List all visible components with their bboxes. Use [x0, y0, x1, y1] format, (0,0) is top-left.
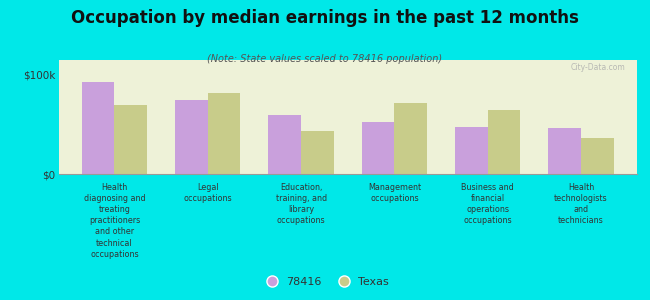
Text: Legal
occupations: Legal occupations: [183, 183, 232, 203]
Bar: [455, 128, 488, 174]
Bar: [395, 103, 427, 174]
Bar: [581, 138, 614, 174]
Text: Business and
financial
operations
occupations: Business and financial operations occupa…: [462, 183, 514, 225]
Text: City-Data.com: City-Data.com: [571, 63, 625, 72]
Bar: [268, 115, 301, 174]
Text: Education,
training, and
library
occupations: Education, training, and library occupat…: [276, 183, 327, 225]
Text: Management
occupations: Management occupations: [368, 183, 421, 203]
Bar: [362, 122, 395, 174]
Bar: [175, 100, 208, 174]
Text: Occupation by median earnings in the past 12 months: Occupation by median earnings in the pas…: [71, 9, 579, 27]
Bar: [301, 131, 333, 174]
Text: Health
technologists
and
technicians: Health technologists and technicians: [554, 183, 608, 225]
Text: Health
diagnosing and
treating
practitioners
and other
technical
occupations: Health diagnosing and treating practitio…: [84, 183, 146, 259]
Bar: [114, 105, 147, 174]
Text: (Note: State values scaled to 78416 population): (Note: State values scaled to 78416 popu…: [207, 54, 443, 64]
Bar: [549, 128, 581, 174]
Bar: [82, 82, 114, 174]
Bar: [208, 93, 240, 174]
Legend: 78416, Texas: 78416, Texas: [256, 273, 394, 291]
Bar: [488, 110, 521, 174]
